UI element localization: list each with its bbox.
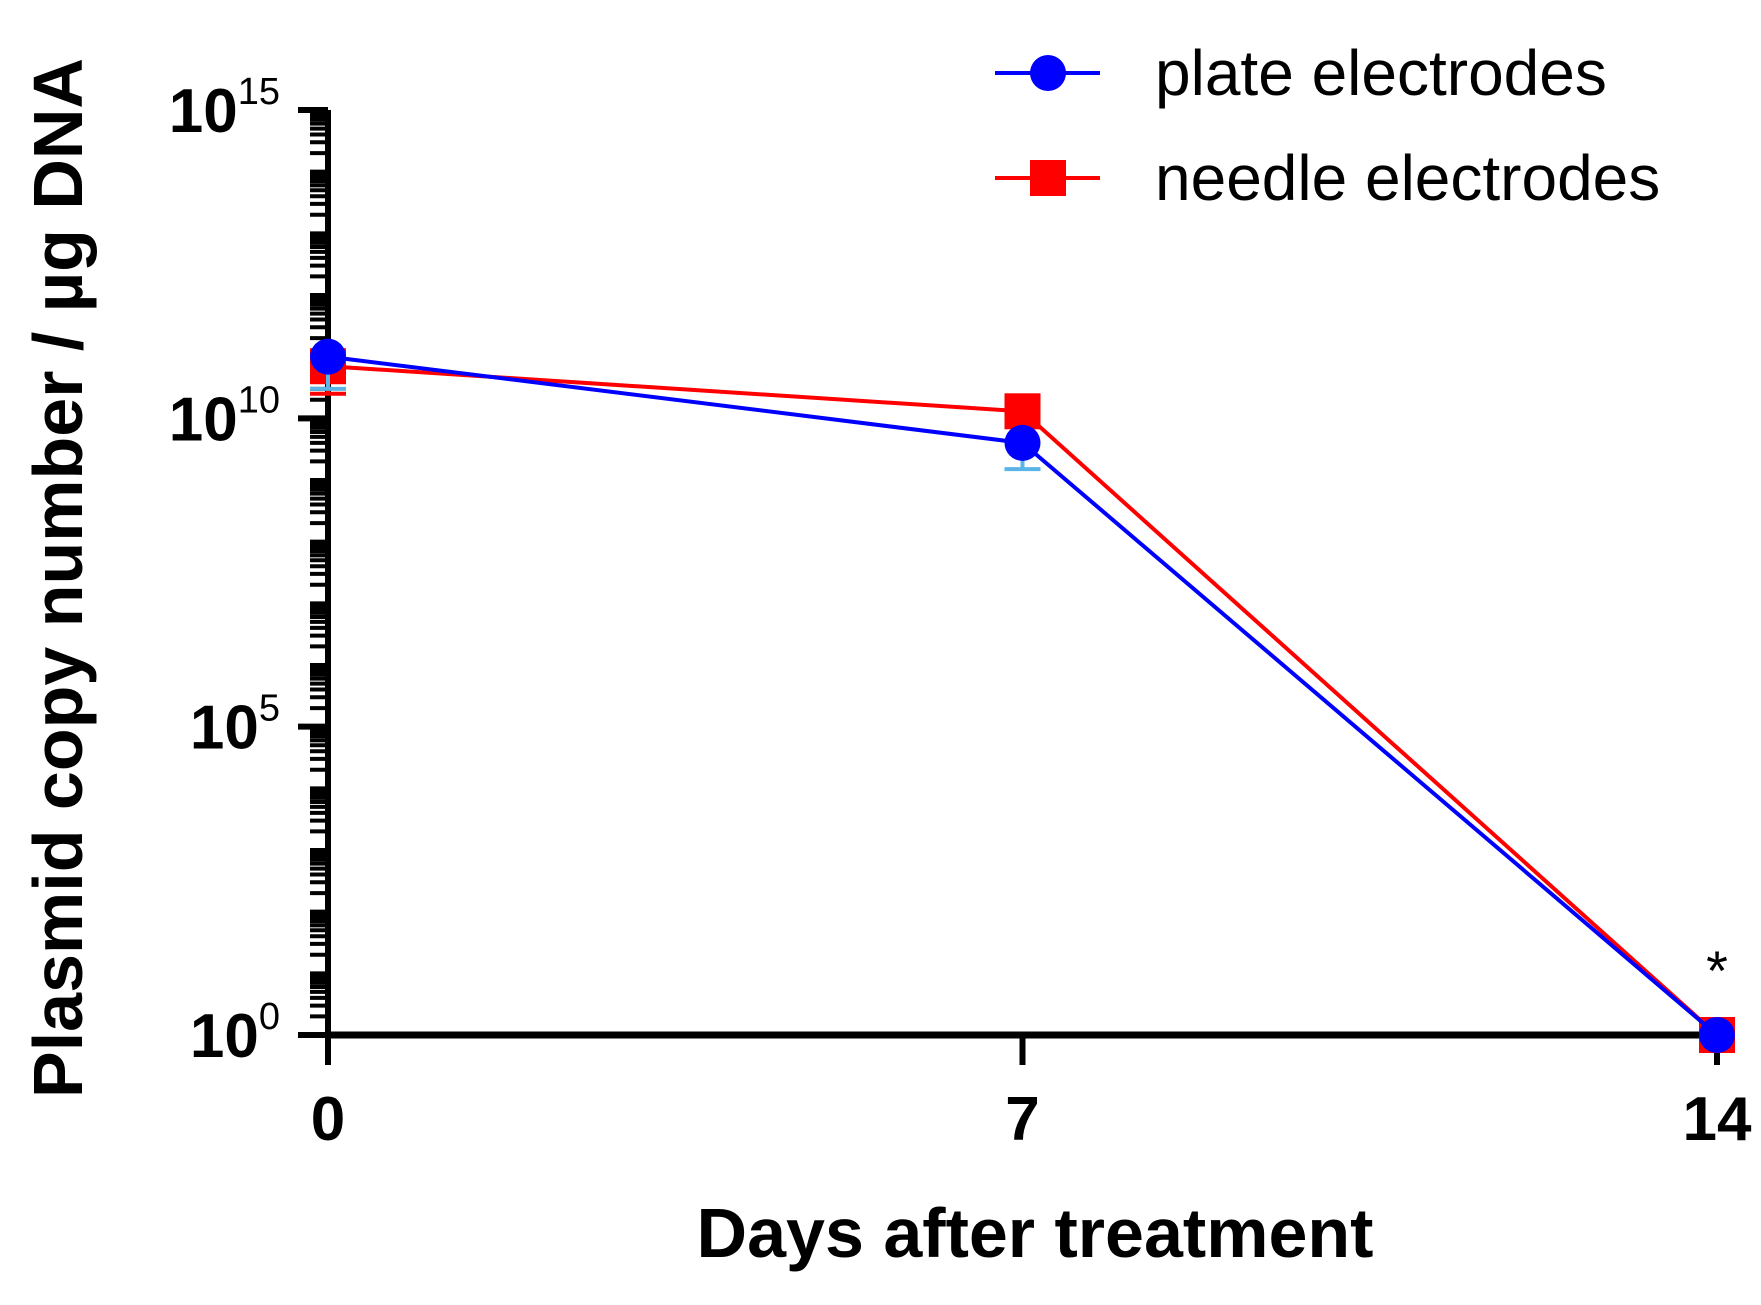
data-point-circle xyxy=(1699,1017,1735,1053)
x-axis-title: Days after treatment xyxy=(697,1194,1374,1272)
y-tick-label: 1015 xyxy=(169,71,280,146)
y-tick-label: 100 xyxy=(190,996,280,1071)
data-point-circle xyxy=(310,338,346,375)
legend-label: plate electrodes xyxy=(1155,37,1607,109)
series-plate-electrodes xyxy=(310,338,1735,1053)
x-axis: 0 7 14 xyxy=(311,1031,1752,1154)
significance-annotation: * xyxy=(1706,939,1728,1002)
legend-marker-circle xyxy=(1030,55,1066,91)
legend-entry: plate electrodes xyxy=(995,37,1607,109)
x-tick-label: 7 xyxy=(1005,1085,1039,1154)
y-tick-label: 105 xyxy=(190,688,280,763)
annotations: * xyxy=(1706,939,1728,1002)
data-point-circle xyxy=(1004,424,1041,461)
y-axis-title: Plasmid copy number / µg DNA xyxy=(19,58,97,1098)
x-tick-label: 14 xyxy=(1683,1085,1752,1154)
x-tick-label: 0 xyxy=(311,1085,345,1154)
legend: plate electrodes needle electrodes xyxy=(995,37,1660,214)
legend-entry: needle electrodes xyxy=(995,142,1660,214)
plot-series xyxy=(310,338,1735,1053)
legend-label: needle electrodes xyxy=(1155,142,1660,214)
y-tick-label: 1010 xyxy=(169,379,280,454)
y-axis: 100 105 1010 1015 xyxy=(169,71,331,1071)
data-point-square xyxy=(1004,393,1041,430)
legend-marker-square xyxy=(1030,160,1066,196)
